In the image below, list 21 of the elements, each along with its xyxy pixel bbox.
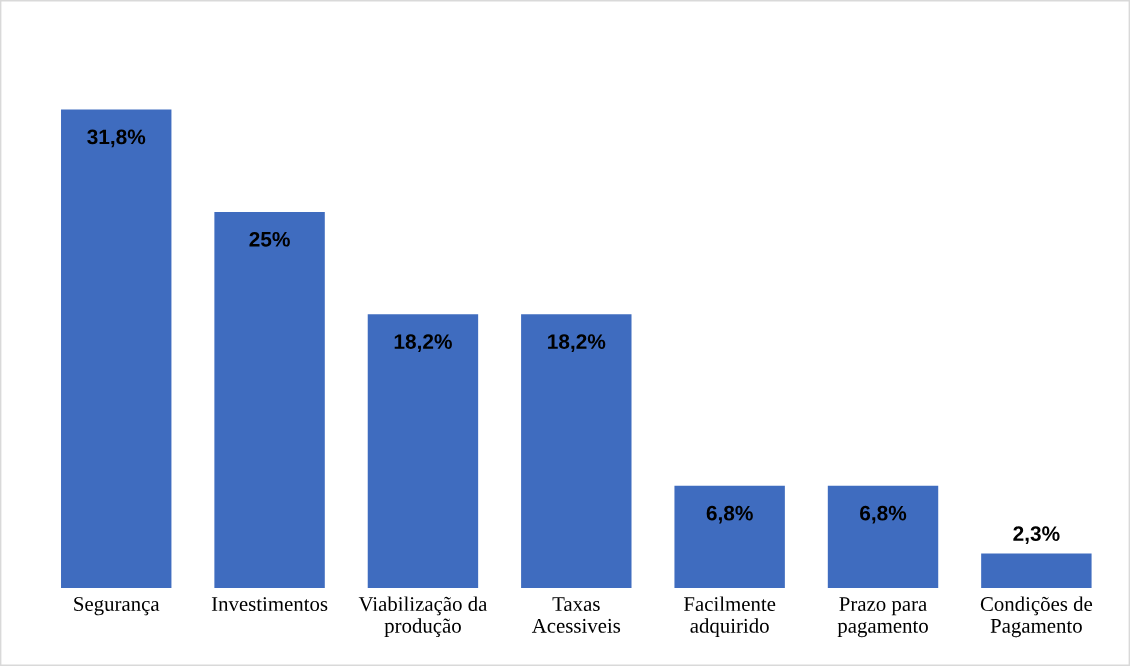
bar — [674, 485, 785, 589]
bar — [214, 211, 325, 589]
bar — [367, 314, 479, 589]
bar — [521, 314, 632, 589]
bar — [981, 553, 1092, 589]
x-tick-label: Viabilização da produção — [358, 596, 488, 638]
x-tick-label: Condições de Pagamento — [980, 596, 1093, 638]
x-tick-label: Facilmente adquirido — [683, 596, 776, 638]
data-label: 18,2% — [548, 334, 606, 352]
data-label: 31,8% — [87, 129, 146, 148]
x-tick-label: Segurança — [74, 597, 160, 616]
data-label: 18,2% — [394, 334, 452, 352]
data-label: 2,3% — [1013, 526, 1060, 545]
x-tick-label: Taxas Acessiveis — [531, 597, 621, 633]
data-label: 25% — [249, 231, 290, 247]
bar — [827, 485, 939, 589]
x-tick-label: Investimentos — [211, 597, 328, 612]
data-label: 6,8% — [860, 505, 907, 524]
x-tick-label: Prazo para pagamento — [837, 597, 928, 638]
bar — [61, 109, 172, 589]
data-label: 6,8% — [706, 505, 753, 524]
